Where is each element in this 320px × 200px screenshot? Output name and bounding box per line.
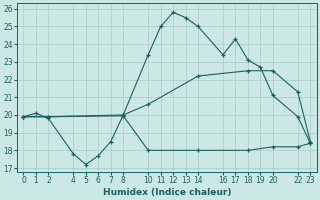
X-axis label: Humidex (Indice chaleur): Humidex (Indice chaleur): [103, 188, 231, 197]
